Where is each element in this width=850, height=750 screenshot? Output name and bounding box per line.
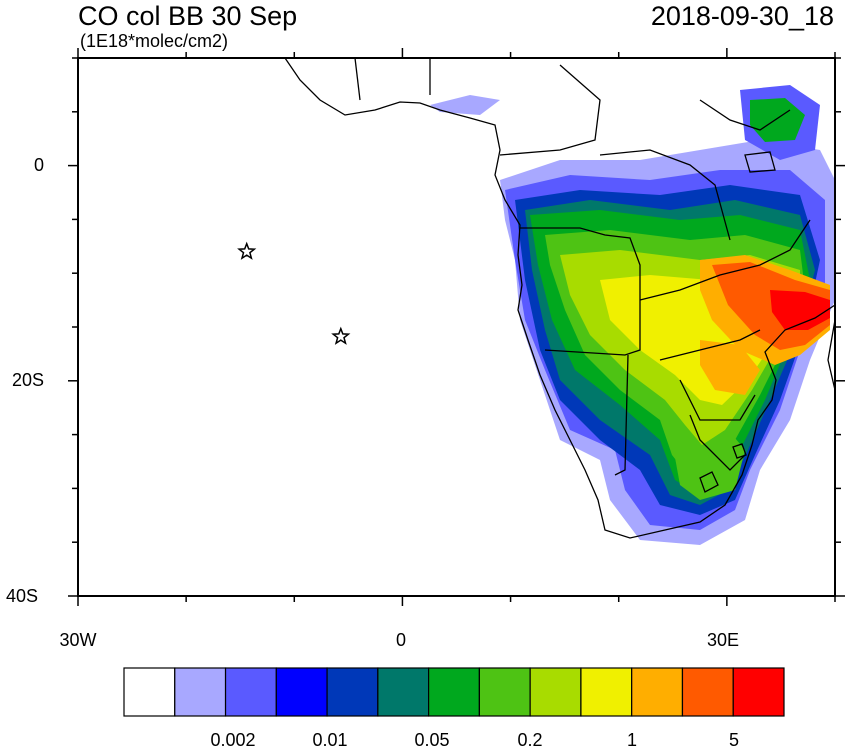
border-8 — [689, 414, 746, 471]
colorbar-label-2: 0.05 — [414, 730, 450, 750]
colorbar-swatch — [529, 667, 582, 717]
colorbar-swatch — [732, 667, 785, 717]
colorbar-swatch — [478, 667, 531, 717]
border-3 — [599, 149, 731, 241]
africa-coastline — [284, 58, 835, 539]
border-11 — [354, 58, 361, 101]
colorbar-swatch — [326, 667, 379, 717]
station-markers — [237, 241, 351, 345]
coastlines — [284, 58, 835, 539]
star-ascension — [331, 326, 351, 345]
co-region-red — [770, 290, 830, 330]
map-units: (1E18*molec/cm2) — [80, 31, 229, 51]
colorbar-swatch — [580, 667, 633, 717]
lesotho — [699, 471, 719, 493]
map-datetime: 2018-09-30_18 — [650, 1, 834, 31]
colorbar-swatch — [631, 667, 684, 717]
colorbar — [123, 667, 785, 717]
border-9 — [699, 99, 791, 131]
lon-label-0: 0 — [395, 630, 406, 650]
lon-label-30e: 30E — [706, 630, 740, 650]
lake-victoria — [744, 151, 776, 173]
colorbar-swatch — [428, 667, 480, 717]
colorbar-label-0: 0.002 — [210, 730, 256, 750]
co-region-ne-green — [750, 98, 805, 142]
lon-label-30w: 30W — [59, 630, 97, 650]
madagascar-outline — [827, 319, 835, 391]
colorbar-swatch — [224, 667, 277, 717]
lat-label-20s: 20S — [11, 370, 44, 390]
axis-ticks — [68, 48, 845, 606]
colorbar-swatch — [377, 667, 430, 717]
colorbar-label-1: 0.01 — [312, 730, 348, 750]
lat-label-40s: 40S — [5, 586, 38, 606]
border-5 — [659, 329, 761, 361]
border-7 — [679, 379, 756, 421]
co-region-orange-south — [700, 340, 760, 395]
colorbar-swatch — [681, 667, 734, 717]
star-saint-helena — [237, 241, 257, 260]
colorbar-swatch — [275, 667, 328, 717]
border-4 — [639, 219, 811, 301]
colorbar-swatch — [174, 667, 227, 717]
map-title: CO col BB 30 Sep — [78, 1, 298, 31]
colorbar-swatch — [123, 667, 176, 717]
border-1 — [499, 64, 601, 156]
lat-label-0: 0 — [33, 155, 44, 175]
colorbar-label-4: 1 — [626, 730, 637, 750]
colorbar-label-5: 5 — [728, 730, 739, 750]
co-region-lightgreen-south — [670, 420, 745, 500]
colorbar-label-3: 0.2 — [517, 730, 543, 750]
swaziland — [732, 443, 747, 459]
co-region-light-north — [430, 95, 500, 115]
co-field — [430, 85, 835, 545]
border-6 — [614, 354, 629, 476]
border-2 — [520, 227, 641, 356]
